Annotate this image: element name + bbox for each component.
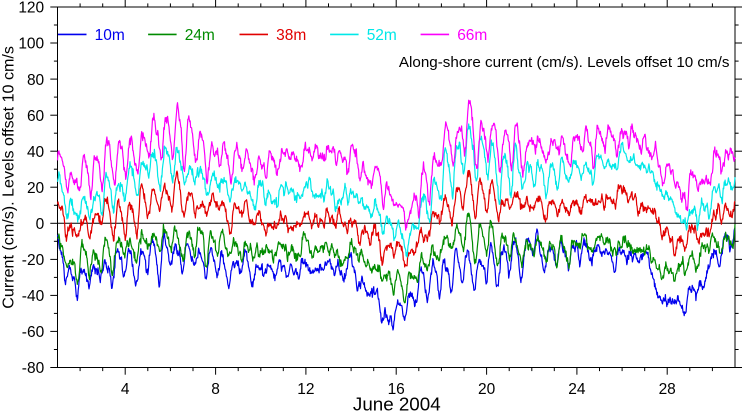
svg-text:Current (cm/s). Levels offset: Current (cm/s). Levels offset 10 cm/s <box>0 46 18 309</box>
svg-text:0: 0 <box>36 216 45 233</box>
svg-text:66m: 66m <box>457 27 487 44</box>
svg-text:-40: -40 <box>22 288 45 305</box>
svg-text:June 2004: June 2004 <box>353 394 441 414</box>
svg-text:10m: 10m <box>95 27 125 44</box>
svg-text:8: 8 <box>211 381 220 398</box>
svg-text:4: 4 <box>121 381 130 398</box>
svg-text:28: 28 <box>659 381 676 398</box>
svg-text:20: 20 <box>27 180 45 197</box>
svg-text:60: 60 <box>27 108 45 125</box>
svg-text:38m: 38m <box>276 27 306 44</box>
svg-text:52m: 52m <box>367 27 397 44</box>
svg-text:40: 40 <box>27 144 45 161</box>
svg-text:24m: 24m <box>185 27 215 44</box>
svg-text:12: 12 <box>297 381 314 398</box>
svg-text:80: 80 <box>27 72 45 89</box>
svg-text:100: 100 <box>18 36 44 53</box>
svg-text:Along-shore current (cm/s). Le: Along-shore current (cm/s). Levels offse… <box>399 54 730 71</box>
svg-text:24: 24 <box>568 381 586 398</box>
svg-text:-80: -80 <box>22 360 45 377</box>
svg-text:-60: -60 <box>22 324 45 341</box>
svg-text:-20: -20 <box>22 252 45 269</box>
svg-text:16: 16 <box>388 381 405 398</box>
svg-text:20: 20 <box>478 381 496 398</box>
svg-text:120: 120 <box>18 0 44 17</box>
